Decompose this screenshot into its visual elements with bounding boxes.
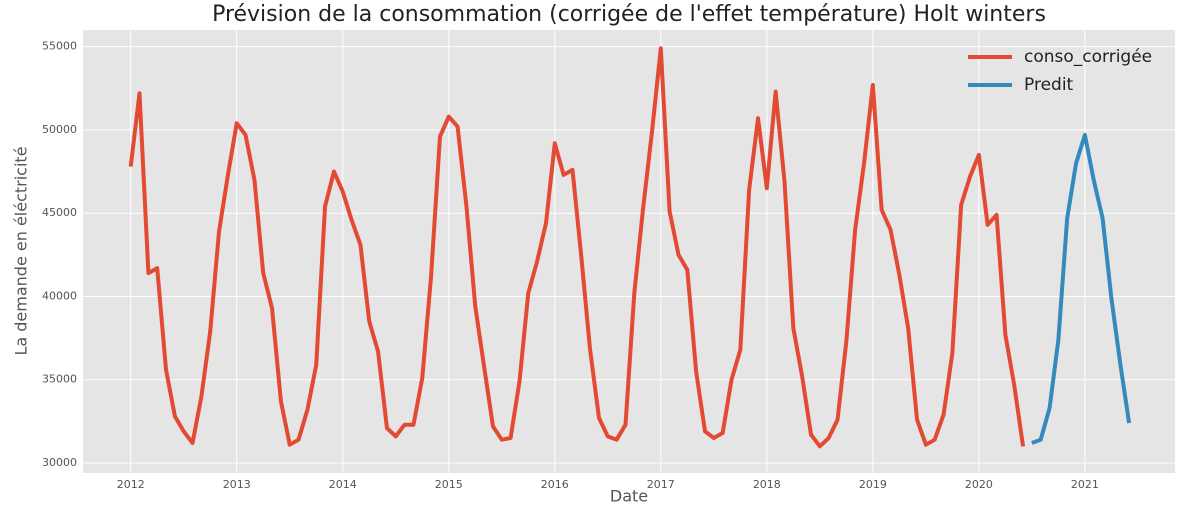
x-tick-label: 2021 [1071,478,1099,491]
y-tick-label: 40000 [42,289,77,302]
legend-label: Predit [1024,75,1074,95]
x-tick-label: 2015 [435,478,463,491]
y-tick-label: 50000 [42,123,77,136]
x-tick-label: 2013 [223,478,251,491]
x-tick-label: 2012 [117,478,145,491]
y-axis-title: La demande en éléctricité [12,146,31,355]
x-tick-label: 2020 [965,478,993,491]
legend-label: conso_corrigée [1024,47,1152,67]
series-line [128,46,1026,449]
x-tick-label: 2019 [859,478,887,491]
chart-title: Prévision de la consommation (corrigée d… [212,2,1046,27]
x-tick-label: 2016 [541,478,569,491]
y-tick-label: 55000 [42,40,77,53]
plot-area [83,30,1175,473]
y-tick-label: 30000 [42,456,77,469]
x-tick-label: 2014 [329,478,357,491]
y-tick-label: 45000 [42,206,77,219]
x-tick-label: 2017 [647,478,675,491]
x-axis-title: Date [610,487,648,506]
x-tick-label: 2018 [753,478,781,491]
series-line [1031,132,1132,445]
y-tick-label: 35000 [42,373,77,386]
